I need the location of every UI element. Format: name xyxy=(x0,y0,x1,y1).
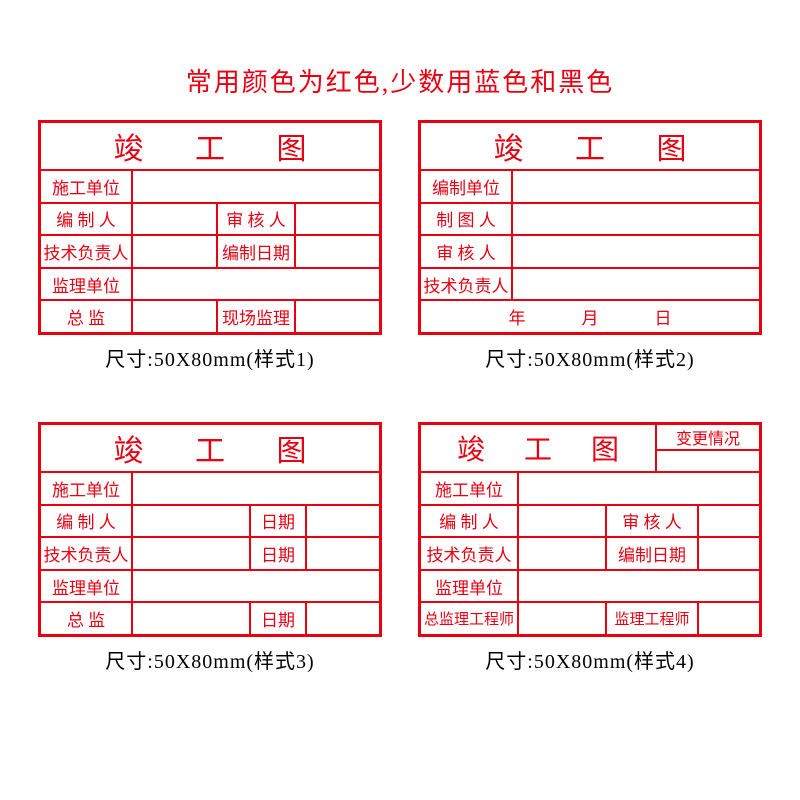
label-reviewer: 审 核 人 xyxy=(607,506,699,537)
label-date: 日期 xyxy=(251,538,307,569)
blank xyxy=(133,269,379,300)
blank xyxy=(513,269,759,300)
stamp-title: 竣 工 图 xyxy=(421,123,759,171)
label-construction-unit: 施工单位 xyxy=(421,473,519,504)
blank xyxy=(307,506,379,537)
label-tech-lead: 技术负责人 xyxy=(41,538,133,569)
label-compiler: 编 制 人 xyxy=(41,506,133,537)
blank xyxy=(519,473,759,504)
label-tech-lead: 技术负责人 xyxy=(41,236,133,267)
label-tech-lead: 技术负责人 xyxy=(421,538,519,569)
stamp-title: 竣 工 图 xyxy=(41,123,379,171)
label-month: 月 xyxy=(582,304,599,329)
label-construction-unit: 施工单位 xyxy=(41,473,133,504)
label-compile-unit: 编制单位 xyxy=(421,171,513,202)
label-change-info: 变更情况 xyxy=(657,425,759,451)
blank xyxy=(133,506,251,537)
blank xyxy=(513,204,759,235)
label-drafter: 制 图 人 xyxy=(421,204,513,235)
label-construction-unit: 施工单位 xyxy=(41,171,133,202)
stamp-frame: 竣 工 图 施工单位 编 制 人 审 核 人 技术负责人 编制日期 监理单位 xyxy=(38,120,382,335)
blank xyxy=(699,603,759,634)
label-date: 日期 xyxy=(251,506,307,537)
blank xyxy=(133,204,218,235)
label-reviewer: 审 核 人 xyxy=(421,236,513,267)
label-compile-date: 编制日期 xyxy=(607,538,699,569)
caption: 尺寸:50X80mm(样式2) xyxy=(418,343,762,372)
stamp-frame: 竣 工 图 施工单位 编 制 人 日期 技术负责人 日期 监理单位 xyxy=(38,422,382,637)
blank xyxy=(133,236,218,267)
caption: 尺寸:50X80mm(样式3) xyxy=(38,645,382,674)
blank xyxy=(307,603,379,634)
label-supervise-eng: 监理工程师 xyxy=(607,603,699,634)
blank xyxy=(699,506,759,537)
blank xyxy=(296,204,379,235)
caption: 尺寸:50X80mm(样式4) xyxy=(418,645,762,674)
label-date: 日期 xyxy=(251,603,307,634)
blank xyxy=(133,473,379,504)
stamp-style-4: 竣 工 图 变更情况 施工单位 编 制 人 审 核 人 技术负责人 编制日期 xyxy=(418,422,762,674)
stamp-title: 竣 工 图 xyxy=(41,425,379,473)
label-supervise-unit: 监理单位 xyxy=(41,269,133,300)
label-site-supervise: 现场监理 xyxy=(218,301,296,332)
blank xyxy=(513,171,759,202)
stamp-frame: 竣 工 图 变更情况 施工单位 编 制 人 审 核 人 技术负责人 编制日期 xyxy=(418,422,762,637)
date-row: 年 月 日 xyxy=(421,301,759,332)
stamp-style-1: 竣 工 图 施工单位 编 制 人 审 核 人 技术负责人 编制日期 监理单位 xyxy=(38,120,382,372)
header-note: 常用颜色为红色,少数用蓝色和黑色 xyxy=(0,62,800,99)
blank xyxy=(296,236,379,267)
blank xyxy=(307,538,379,569)
label-director: 总 监 xyxy=(41,603,133,634)
stamp-frame: 竣 工 图 编制单位 制 图 人 审 核 人 技术负责人 年 月 日 xyxy=(418,120,762,335)
blank xyxy=(133,171,379,202)
label-director: 总 监 xyxy=(41,301,133,332)
stamp-style-2: 竣 工 图 编制单位 制 图 人 审 核 人 技术负责人 年 月 日 xyxy=(418,120,762,372)
label-day: 日 xyxy=(655,304,672,329)
blank xyxy=(296,301,379,332)
label-chief-eng: 总监理工程师 xyxy=(421,603,519,634)
blank xyxy=(519,506,607,537)
label-year: 年 xyxy=(509,304,526,329)
blank xyxy=(519,538,607,569)
blank xyxy=(133,301,218,332)
caption: 尺寸:50X80mm(样式1) xyxy=(38,343,382,372)
blank xyxy=(133,571,379,602)
blank xyxy=(519,603,607,634)
label-compiler: 编 制 人 xyxy=(421,506,519,537)
blank xyxy=(133,603,251,634)
blank xyxy=(133,538,251,569)
blank xyxy=(699,538,759,569)
stamp-title: 竣 工 图 xyxy=(421,425,657,471)
label-compile-date: 编制日期 xyxy=(218,236,296,267)
stamp-style-3: 竣 工 图 施工单位 编 制 人 日期 技术负责人 日期 监理单位 xyxy=(38,422,382,674)
label-reviewer: 审 核 人 xyxy=(218,204,296,235)
label-supervise-unit: 监理单位 xyxy=(421,571,519,602)
blank xyxy=(657,451,759,471)
blank xyxy=(519,571,759,602)
label-supervise-unit: 监理单位 xyxy=(41,571,133,602)
label-compiler: 编 制 人 xyxy=(41,204,133,235)
blank xyxy=(513,236,759,267)
stamp-grid: 竣 工 图 施工单位 编 制 人 审 核 人 技术负责人 编制日期 监理单位 xyxy=(38,120,762,674)
label-tech-lead: 技术负责人 xyxy=(421,269,513,300)
